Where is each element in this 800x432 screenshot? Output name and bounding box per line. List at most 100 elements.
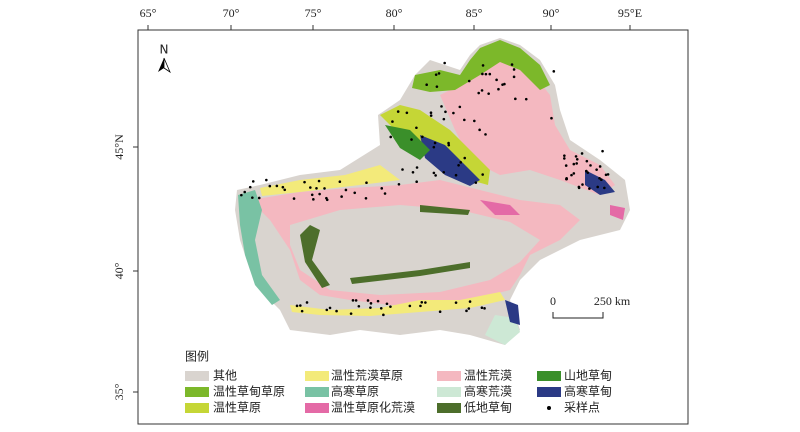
sample-point bbox=[480, 306, 484, 310]
sample-point bbox=[312, 198, 315, 201]
sample-point bbox=[457, 163, 460, 167]
sample-point bbox=[432, 145, 436, 149]
sample-point bbox=[603, 186, 606, 190]
sample-point bbox=[572, 162, 576, 166]
map-region bbox=[440, 60, 615, 195]
sample-point bbox=[432, 171, 436, 175]
map-frame bbox=[137, 29, 689, 425]
sample-point bbox=[275, 184, 279, 188]
sample-point bbox=[338, 180, 342, 184]
sample-point bbox=[415, 166, 419, 169]
sample-point bbox=[484, 72, 488, 76]
sample-point bbox=[295, 304, 299, 308]
sample-point bbox=[283, 188, 287, 192]
sample-point bbox=[380, 187, 384, 190]
sample-point bbox=[365, 181, 368, 185]
sample-point bbox=[405, 111, 409, 115]
sample-point bbox=[389, 305, 392, 308]
map-region bbox=[300, 205, 470, 288]
sample-point bbox=[420, 301, 424, 304]
top-axis-label: 95°E bbox=[618, 6, 642, 20]
left-axis-label: 40° bbox=[112, 262, 126, 279]
sample-point bbox=[415, 126, 418, 130]
sample-point bbox=[481, 64, 485, 67]
sample-point bbox=[354, 299, 358, 302]
sample-point bbox=[495, 78, 498, 82]
map-region bbox=[485, 315, 520, 345]
legend-label: 采样点 bbox=[564, 400, 600, 415]
legend-label: 山地草甸 bbox=[564, 369, 612, 383]
sample-point bbox=[463, 156, 467, 160]
map-region bbox=[412, 40, 550, 92]
legend-swatch bbox=[547, 406, 551, 410]
sample-point bbox=[310, 193, 314, 197]
sample-point bbox=[315, 186, 318, 190]
sample-point bbox=[364, 196, 368, 200]
sample-point bbox=[503, 82, 506, 86]
sample-point bbox=[268, 184, 272, 188]
map-region bbox=[290, 292, 505, 316]
sample-point bbox=[300, 309, 304, 313]
sample-point bbox=[572, 172, 576, 175]
north-label: N bbox=[160, 43, 169, 57]
sample-point bbox=[317, 179, 321, 183]
sample-point bbox=[437, 72, 441, 75]
sample-point bbox=[477, 91, 480, 95]
sample-point bbox=[585, 159, 589, 163]
scale-bar: 0 250 km bbox=[550, 294, 631, 319]
sample-point bbox=[318, 192, 321, 196]
sample-point bbox=[410, 138, 413, 141]
sample-point bbox=[257, 196, 261, 200]
sample-point bbox=[580, 152, 584, 155]
sample-point bbox=[438, 310, 442, 314]
sample-point bbox=[391, 120, 394, 123]
sample-point bbox=[601, 149, 604, 153]
legend-label: 高寒草原 bbox=[331, 384, 379, 399]
legend-label: 其他 bbox=[213, 369, 237, 383]
sample-point bbox=[443, 61, 446, 65]
legend-label: 温性荒漠草原 bbox=[331, 369, 403, 383]
legend-label: 高寒草甸 bbox=[564, 384, 612, 399]
sample-point bbox=[487, 92, 490, 95]
sample-point bbox=[570, 173, 573, 177]
sample-point bbox=[385, 302, 389, 306]
sample-point bbox=[512, 68, 516, 71]
map-region bbox=[505, 300, 520, 325]
sample-point bbox=[425, 83, 428, 87]
map-region bbox=[420, 135, 480, 186]
sample-point bbox=[563, 157, 566, 160]
map-regions bbox=[235, 38, 630, 345]
sample-point bbox=[454, 173, 458, 177]
sample-point bbox=[383, 192, 387, 195]
legend-label: 高寒荒漠 bbox=[464, 384, 512, 399]
sample-point bbox=[552, 70, 556, 73]
sample-point bbox=[411, 170, 415, 174]
sample-point bbox=[497, 87, 500, 91]
sample-point bbox=[429, 111, 433, 115]
sample-point bbox=[366, 299, 370, 302]
sample-point bbox=[248, 185, 252, 189]
sample-point bbox=[396, 110, 400, 113]
sample-point bbox=[379, 307, 383, 310]
sample-point bbox=[473, 119, 476, 123]
sample-point bbox=[442, 171, 446, 174]
sample-point bbox=[325, 308, 329, 312]
sample-point bbox=[397, 182, 401, 186]
sample-point bbox=[589, 164, 592, 167]
sample-point bbox=[401, 168, 404, 171]
sample-point bbox=[369, 302, 373, 305]
sample-point bbox=[483, 307, 486, 310]
sample-point bbox=[415, 180, 418, 184]
sample-point bbox=[514, 97, 517, 101]
sample-point bbox=[309, 186, 312, 189]
sample-point bbox=[585, 169, 588, 173]
sample-point bbox=[351, 299, 355, 302]
map-region bbox=[290, 205, 540, 295]
map-region bbox=[480, 200, 625, 220]
sample-point bbox=[606, 173, 610, 176]
legend-swatch bbox=[305, 371, 329, 381]
left-axis-label: 45°N bbox=[112, 134, 126, 160]
legend-swatch bbox=[537, 387, 561, 397]
sample-point bbox=[481, 173, 484, 176]
